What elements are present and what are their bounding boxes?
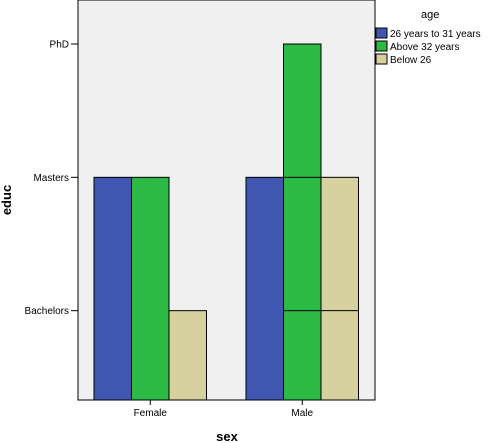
y-axis-title: educ xyxy=(0,185,14,215)
bar-female-series-1 xyxy=(93,176,132,401)
y-tick-label: Masters xyxy=(33,173,69,184)
y-tick-label: Bachelors xyxy=(25,306,69,317)
bar-male-series-3 xyxy=(320,176,359,401)
x-axis-title: sex xyxy=(216,429,238,443)
y-axis: Bachelors Masters PhD xyxy=(25,40,78,317)
x-axis: Female Male xyxy=(134,400,314,419)
bar-male-series-2 xyxy=(283,43,322,401)
bar-female-series-3 xyxy=(168,310,207,401)
bar-male-series-1 xyxy=(245,176,284,401)
bars-group xyxy=(93,43,359,401)
legend-swatch-series-1 xyxy=(375,27,388,39)
legend-swatch-series-3 xyxy=(375,53,388,65)
bar-female-series-2 xyxy=(131,176,170,401)
legend-item-label: 26 years to 31 years xyxy=(390,29,481,40)
x-tick-label: Female xyxy=(134,408,168,419)
x-tick-label: Male xyxy=(291,408,313,419)
legend-swatch-series-2 xyxy=(375,40,388,52)
legend: age 26 years to 31 years Above 32 years Be… xyxy=(375,9,481,66)
y-tick-label: PhD xyxy=(50,40,69,51)
legend-item-label: Above 32 years xyxy=(390,42,460,53)
legend-item-label: Below 26 xyxy=(390,55,432,66)
legend-title: age xyxy=(421,9,439,21)
